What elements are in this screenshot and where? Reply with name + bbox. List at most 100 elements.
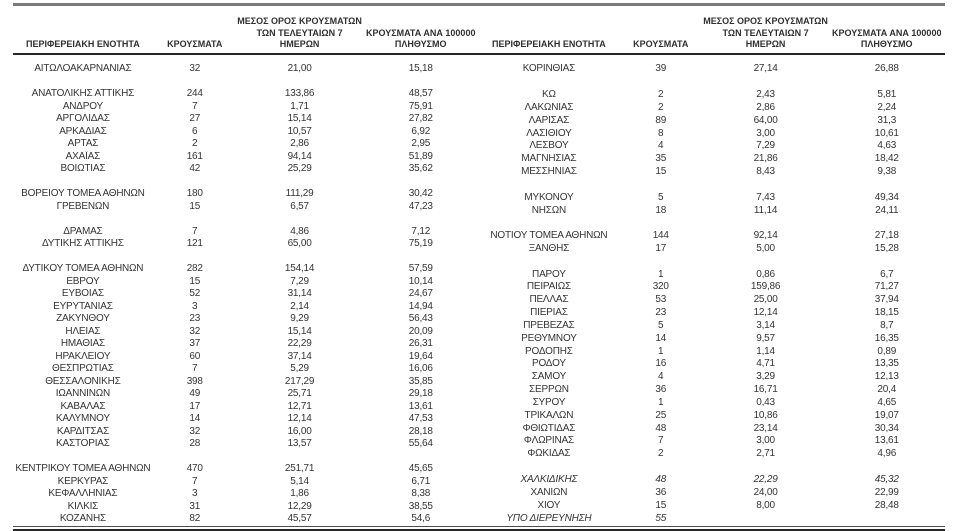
per100k-cell: 38,55 [408, 500, 433, 512]
cases-cell: 32 [189, 63, 201, 74]
per100k-cell: 47,53 [408, 413, 433, 424]
cases-cell: 2 [192, 138, 198, 149]
per100k-cell: 56,43 [408, 313, 433, 324]
cases-cell: 1 [658, 268, 664, 280]
region-cell: ΞΑΝΘΗΣ [528, 242, 570, 254]
cases-cell: 1 [658, 345, 664, 357]
table-row: ΖΑΚΥΝΘΟΥ 23 9,29 56,43 [13, 313, 479, 326]
cases-cell: 4 [658, 140, 664, 152]
per100k-cell: 71,27 [874, 281, 899, 293]
cases-cell: 15 [189, 275, 201, 287]
table-row: ΚΕΡΚΥΡΑΣ 7 5,14 6,71 [13, 476, 479, 489]
per100k-cell: 35,85 [408, 375, 433, 387]
avg7-cell: 22,29 [287, 338, 312, 349]
table-row: ΡΟΔΟΥ 16 4,71 13,35 [479, 358, 945, 371]
cases-cell: 161 [186, 150, 203, 162]
table-row: ΡΕΘΥΜΝΟΥ 14 9,57 16,35 [479, 333, 945, 346]
table-row: ΡΟΔΟΠΗΣ 1 1,14 0,89 [479, 345, 945, 358]
table-row: ΘΕΣΣΑΛΟΝΙΚΗΣ 398 217,29 35,85 [13, 376, 479, 389]
table-row: ΔΡΑΜΑΣ 7 4,86 7,12 [13, 226, 479, 239]
table-row: ΑΝΔΡΟΥ 7 1,71 75,91 [13, 101, 479, 114]
cases-cell: 2 [658, 89, 664, 101]
per100k-cell: 20,4 [877, 384, 897, 396]
region-cell: ΑΝΑΤΟΛΙΚΗΣ ΑΤΤΙΚΗΣ [31, 88, 135, 99]
per100k-cell: 13,61 [874, 435, 899, 447]
avg7-cell: 15,14 [287, 325, 312, 337]
region-cell: ΜΕΣΣΗΝΙΑΣ [521, 166, 577, 178]
region-cell: ΠΑΡΟΥ [532, 268, 566, 280]
table-row: ΝΗΣΩΝ 18 11,14 24,11 [479, 204, 945, 217]
avg7-cell: 9,57 [756, 332, 775, 344]
region-cell: ΣΑΜΟΥ [531, 371, 567, 383]
region-cell: ΜΑΓΝΗΣΙΑΣ [521, 153, 577, 165]
header-cases: ΚΡΟΥΣΜΑΤΑ [618, 6, 703, 55]
table-row: ΦΩΚΙΔΑΣ 2 2,71 4,96 [479, 448, 945, 461]
header-row: ΠΕΡΙΦΕΡΕΙΑΚΗ ΕΝΟΤΗΤΑ ΚΡΟΥΣΜΑΤΑ ΜΕΣΟΣ ΟΡΟ… [479, 6, 945, 55]
per100k-cell: 2,95 [411, 138, 431, 149]
region-cell: ΣΥΡΟΥ [532, 396, 566, 408]
region-cell: ΚΟΡΙΝΘΙΑΣ [522, 63, 576, 75]
table-row: ΣΥΡΟΥ 1 0,43 4,65 [479, 397, 945, 410]
region-cell: ΛΑΣΙΘΙΟΥ [526, 127, 572, 139]
avg7-cell: 22,29 [753, 473, 778, 485]
region-cell: ΧΑΝΙΩΝ [530, 486, 568, 498]
table-header-left: ΠΕΡΙΦΕΡΕΙΑΚΗ ΕΝΟΤΗΤΑ ΚΡΟΥΣΜΑΤΑ ΜΕΣΟΣ ΟΡΟ… [13, 6, 479, 55]
per100k-cell: 31,3 [877, 114, 897, 126]
region-cell: ΛΕΣΒΟΥ [529, 140, 569, 152]
region-cell: ΚΕΦΑΛΛΗΝΙΑΣ [48, 488, 118, 499]
table-row: ΠΕΙΡΑΙΩΣ 320 159,86 71,27 [479, 281, 945, 294]
avg7-cell: 7,29 [756, 140, 775, 152]
cases-cell: 36 [655, 486, 667, 498]
avg7-cell: 13,57 [287, 438, 312, 449]
per100k-cell: 54,6 [411, 513, 431, 524]
per100k-cell: 22,99 [874, 486, 899, 498]
region-cell: ΔΥΤΙΚΟΥ ΤΟΜΕΑ ΑΘΗΝΩΝ [22, 263, 144, 274]
cases-cell: 25 [655, 409, 667, 421]
avg7-cell: 3,00 [756, 435, 775, 447]
spacer-row [13, 251, 479, 264]
avg7-cell: 23,14 [753, 422, 778, 434]
table-row: ΑΡΚΑΔΙΑΣ 6 10,57 6,92 [13, 126, 479, 139]
table-row: ΛΑΣΙΘΙΟΥ 8 3,00 10,61 [479, 127, 945, 140]
table-row: ΣΑΜΟΥ 4 3,29 12,13 [479, 371, 945, 384]
avg7-cell: 5,29 [290, 363, 309, 374]
per100k-cell: 20,09 [408, 325, 433, 337]
per100k-cell: 16,06 [408, 363, 433, 374]
spacer-row [479, 179, 945, 192]
region-cell: ΔΥΤΙΚΗΣ ΑΤΤΙΚΗΣ [42, 238, 124, 249]
region-cell: ΚΙΛΚΙΣ [67, 500, 99, 512]
per100k-cell: 16,35 [874, 332, 899, 344]
avg7-cell: 159,86 [750, 281, 781, 293]
header-region: ΠΕΡΙΦΕΡΕΙΑΚΗ ΕΝΟΤΗΤΑ [479, 6, 619, 55]
per100k-cell: 26,31 [408, 338, 433, 349]
cases-cell: 121 [186, 238, 203, 249]
per100k-cell: 8,38 [411, 488, 431, 499]
cases-cell: 16 [655, 358, 667, 370]
cases-cell: 6 [192, 125, 198, 137]
avg7-cell: 5,00 [756, 242, 775, 254]
avg7-cell: 64,00 [753, 114, 778, 126]
per100k-cell: 49,34 [874, 191, 899, 203]
cases-cell: 15 [655, 499, 667, 511]
cases-cell: 32 [189, 325, 201, 337]
cases-table-left: ΠΕΡΙΦΕΡΕΙΑΚΗ ΕΝΟΤΗΤΑ ΚΡΟΥΣΜΑΤΑ ΜΕΣΟΣ ΟΡΟ… [13, 6, 479, 526]
cases-cell: 7 [658, 435, 664, 447]
per100k-cell: 45,32 [874, 473, 899, 485]
region-cell: ΗΡΑΚΛΕΙΟΥ [55, 350, 111, 362]
per100k-cell: 14,94 [408, 300, 433, 312]
per100k-cell: 7,12 [411, 225, 431, 237]
avg7-cell: 94,14 [287, 150, 312, 162]
per100k-cell: 4,65 [877, 396, 897, 408]
table-row: ΔΥΤΙΚΟΥ ΤΟΜΕΑ ΑΘΗΝΩΝ 282 154,14 57,59 [13, 263, 479, 276]
avg7-cell: 25,71 [287, 388, 312, 399]
spacer-row [13, 213, 479, 226]
table-row: ΧΑΝΙΩΝ 36 24,00 22,99 [479, 487, 945, 500]
avg7-cell: 2,43 [756, 89, 775, 101]
table-row: ΜΑΓΝΗΣΙΑΣ 35 21,86 18,42 [479, 153, 945, 166]
avg7-cell: 12,14 [287, 413, 312, 424]
table-row: ΚΙΛΚΙΣ 31 12,29 38,55 [13, 501, 479, 514]
avg7-cell: 11,14 [753, 204, 778, 216]
avg7-cell: 2,86 [756, 101, 775, 113]
per100k-cell: 9,38 [877, 166, 897, 178]
